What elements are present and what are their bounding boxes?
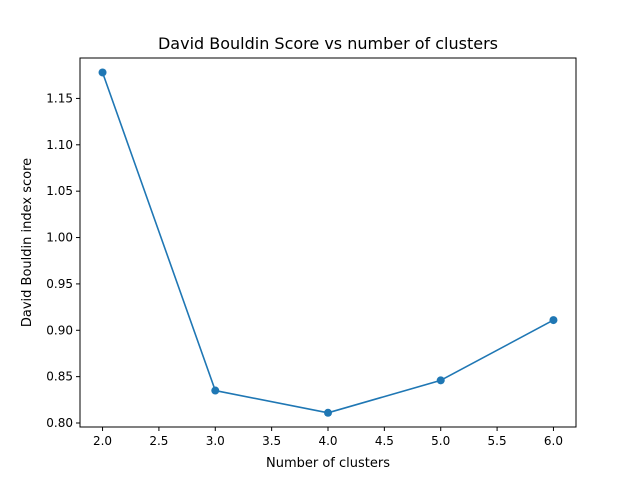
y-tick-label: 1.05 — [46, 184, 73, 198]
y-tick-label: 0.90 — [46, 323, 73, 337]
chart-title: David Bouldin Score vs number of cluster… — [158, 34, 498, 53]
y-tick-label: 0.85 — [46, 370, 73, 384]
plot-area — [79, 57, 577, 428]
x-tick-label: 4.0 — [318, 434, 337, 448]
y-tick-label: 0.80 — [46, 416, 73, 430]
data-point — [436, 376, 445, 385]
x-tick-label: 4.5 — [375, 434, 394, 448]
y-tick-label: 1.10 — [46, 138, 73, 152]
series-layer — [98, 68, 558, 417]
data-point — [98, 68, 107, 77]
y-axis: 0.80 0.85 0.90 0.95 1.00 1.05 1.10 1.15 — [46, 91, 80, 430]
y-axis-label: David Bouldin index score — [20, 158, 35, 327]
x-tick-label: 2.0 — [93, 434, 112, 448]
x-tick-label: 6.0 — [544, 434, 563, 448]
x-tick-label: 2.5 — [149, 434, 168, 448]
x-axis: 2.0 2.5 3.0 3.5 4.0 4.5 5.0 5.5 6.0 — [93, 427, 563, 448]
x-axis-label: Number of clusters — [266, 456, 390, 471]
x-tick-label: 5.0 — [431, 434, 450, 448]
data-point — [324, 408, 332, 417]
y-tick-label: 1.00 — [46, 231, 73, 245]
y-tick-label: 1.15 — [46, 91, 73, 105]
data-point — [549, 316, 558, 325]
x-tick-label: 5.5 — [488, 434, 507, 448]
x-tick-label: 3.5 — [262, 434, 281, 448]
data-point — [211, 386, 220, 395]
y-tick-label: 0.95 — [46, 277, 73, 291]
x-tick-label: 3.0 — [206, 434, 225, 448]
